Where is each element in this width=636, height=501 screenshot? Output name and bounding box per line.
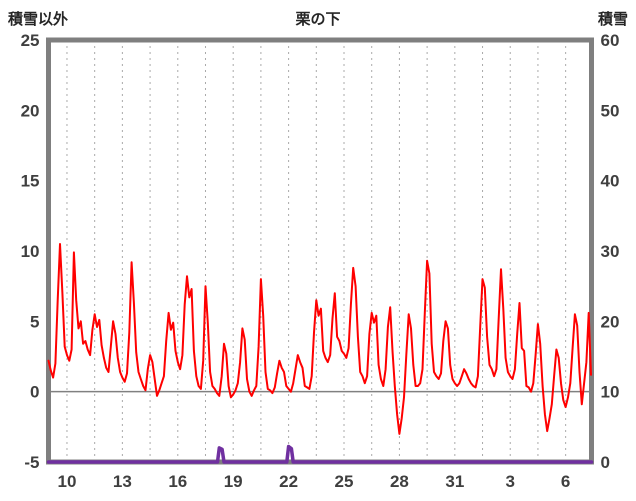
x-tick-label: 13 bbox=[113, 472, 132, 491]
x-tick-label: 31 bbox=[445, 472, 464, 491]
x-tick-label: 10 bbox=[58, 472, 77, 491]
chart-title: 栗の下 bbox=[295, 11, 341, 28]
right-tick-label: 10 bbox=[601, 383, 620, 402]
left-tick-label: 15 bbox=[21, 172, 40, 191]
series-non-snow-red bbox=[47, 243, 592, 435]
right-tick-label: 50 bbox=[601, 101, 620, 120]
right-tick-label: 20 bbox=[601, 312, 620, 331]
left-tick-label: -5 bbox=[24, 453, 39, 472]
x-tick-label: 28 bbox=[390, 472, 409, 491]
left-tick-label: 0 bbox=[30, 383, 39, 402]
x-tick-label: 3 bbox=[506, 472, 515, 491]
right-tick-label: 0 bbox=[601, 453, 610, 472]
right-tick-label: 40 bbox=[601, 172, 620, 191]
left-tick-label: 10 bbox=[21, 242, 40, 261]
left-tick-label: 25 bbox=[21, 31, 40, 50]
x-tick-label: 25 bbox=[335, 472, 354, 491]
left-tick-label: 20 bbox=[21, 101, 40, 120]
x-tick-label: 22 bbox=[279, 472, 298, 491]
series-snow-depth-purple bbox=[46, 444, 594, 464]
right-tick-label: 60 bbox=[601, 31, 620, 50]
x-tick-label: 6 bbox=[561, 472, 570, 491]
right-axis-title: 積雪 bbox=[597, 11, 628, 28]
x-tick-label: 16 bbox=[168, 472, 187, 491]
left-axis-title: 積雪以外 bbox=[8, 11, 69, 28]
left-tick-label: 5 bbox=[30, 312, 39, 331]
x-tick-label: 19 bbox=[224, 472, 243, 491]
right-tick-label: 30 bbox=[601, 242, 620, 261]
